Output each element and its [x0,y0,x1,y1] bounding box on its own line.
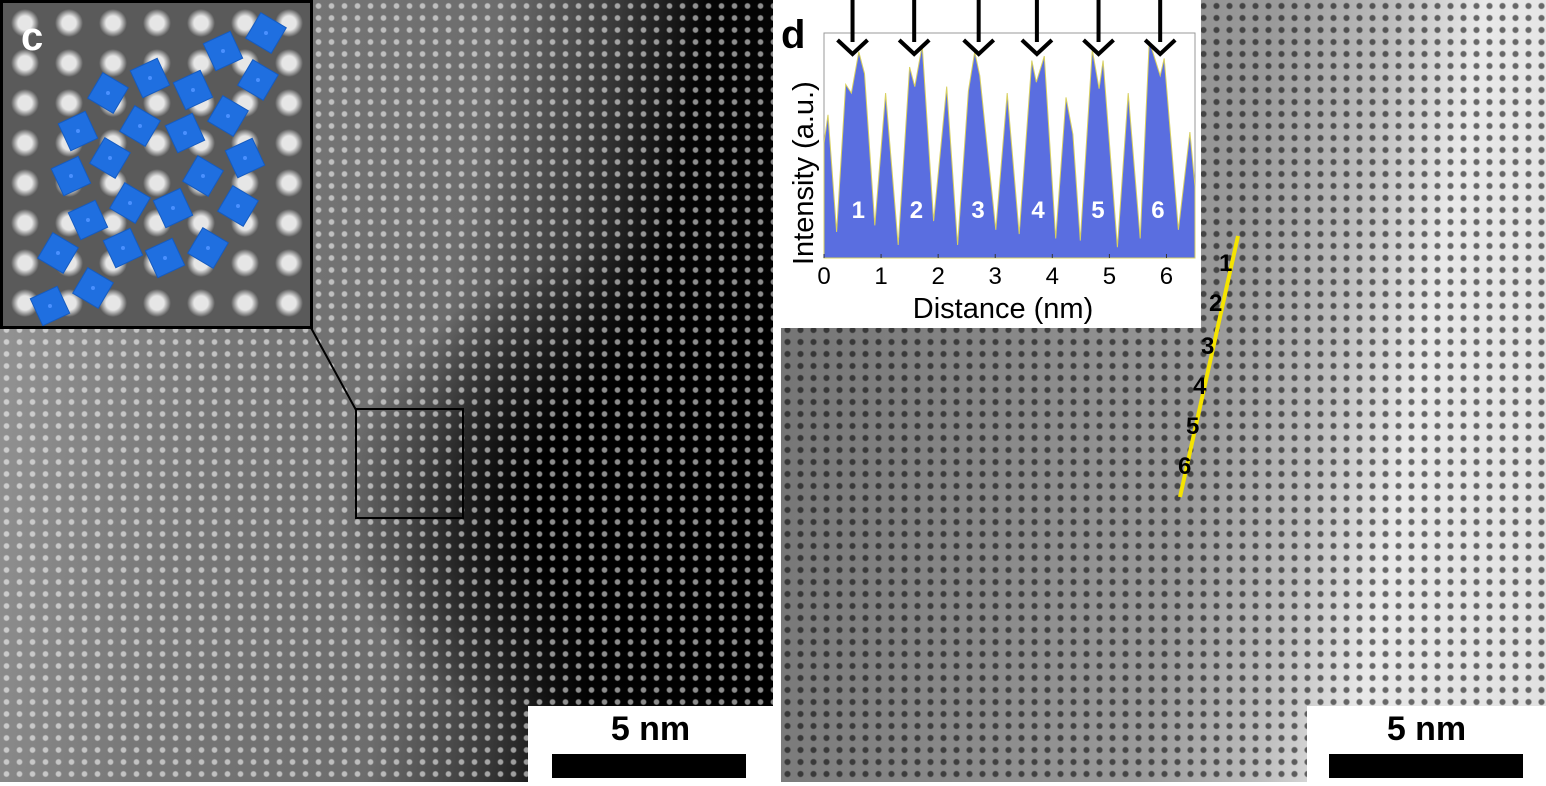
arrow-head-icon [1082,38,1115,57]
profile-label-5: 5 [1186,413,1200,440]
octahedron-center [191,88,195,92]
octahedron-center [163,256,167,260]
x-tick-label: 1 [874,263,887,290]
octahedron-center [221,49,225,53]
chart-svg: d Intensity (a.u.) Distance (nm) 0 1 2 3 4 5 6… [781,0,1196,325]
panel-letter-d: d [781,13,805,57]
panel-letter-c: c [21,15,44,59]
intensity-profile-chart: d Intensity (a.u.) Distance (nm) 0 1 2 3 4 5 6… [781,0,1201,328]
arrow-head-icon [962,38,996,57]
zoom-region-box [355,408,464,519]
octahedron-center [201,174,205,178]
octahedron-center [91,286,95,290]
octahedron-center [121,246,125,250]
x-tick-label: 2 [931,263,944,290]
profile-label-3: 3 [1201,333,1215,360]
line-profile-path [1178,235,1240,498]
scale-bar-label: 5 nm [610,710,691,748]
intensity-profile-area [823,40,1196,259]
scale-bar-c: 5 nm [528,706,773,782]
octahedron-center [148,76,152,80]
profile-label-4: 4 [1193,373,1207,400]
x-tick-label: 4 [1046,263,1059,290]
arrow-head-icon [897,38,931,57]
x-tick-label: 0 [817,263,830,290]
peak-label: 4 [1031,197,1045,224]
octahedron-center [264,31,268,35]
octahedron-center [76,129,80,133]
x-tick-label: 6 [1160,263,1173,290]
scale-bar-line [552,754,746,778]
octahedron-center [226,114,230,118]
scale-bar-d: 5 nm [1307,706,1546,782]
peak-label: 2 [910,197,923,224]
peak-label: 3 [971,197,984,224]
profile-label-1: 1 [1219,250,1233,277]
octahedron-center [171,206,175,210]
octahedron-center [108,156,112,160]
octahedron-center [236,204,240,208]
octahedron-center [206,246,210,250]
octahedron-center [69,174,73,178]
octahedron-center [243,156,247,160]
peak-label: 6 [1151,197,1164,224]
profile-label-6: 6 [1178,453,1192,480]
octahedron-center [128,201,132,205]
x-axis-label: Distance (nm) [913,293,1094,325]
peak-label: 5 [1091,197,1104,224]
x-tick-label: 3 [989,263,1002,290]
arrow-head-icon [836,38,869,57]
peak-label: 1 [852,197,865,224]
inset-zoomed-structure: c [0,0,313,329]
arrow-head-icon [1020,38,1054,57]
zoom-connector-line [309,325,357,411]
octahedron-center [48,304,52,308]
octahedra-overlay [29,12,287,326]
octahedron-center [56,251,60,255]
octahedron-center [138,124,142,128]
arrow-head-icon [1143,38,1177,57]
octahedron-center [183,131,187,135]
octahedron-center [86,218,90,222]
octahedron-center [106,91,110,95]
octahedron-center [256,78,260,82]
haadf-image-panel-c: c 5 nm [0,0,773,782]
scale-bar-label: 5 nm [1386,710,1467,748]
y-axis-label: Intensity (a.u.) [788,81,820,265]
profile-label-2: 2 [1209,290,1223,317]
x-tick-label: 5 [1103,263,1116,290]
scale-bar-line [1329,754,1523,778]
